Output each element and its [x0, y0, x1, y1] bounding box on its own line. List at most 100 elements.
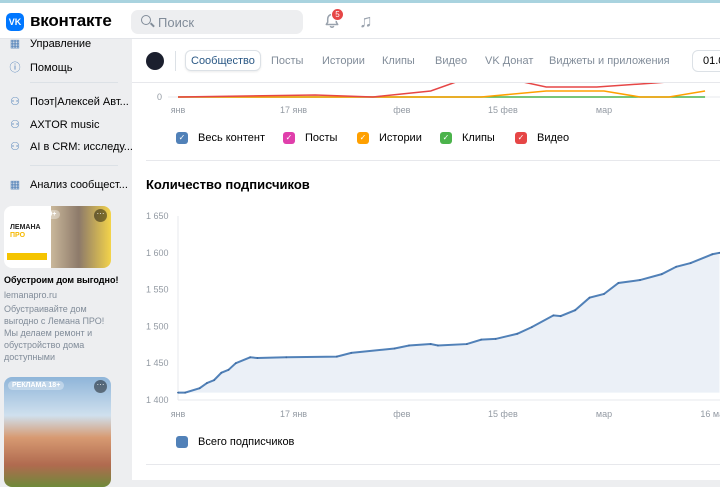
community-avatar[interactable]	[146, 52, 164, 70]
legend-video[interactable]: ✓ Видео	[515, 132, 569, 144]
data-point	[588, 296, 591, 299]
sidebar-item-help[interactable]: ⓘ Помощь	[8, 59, 73, 75]
ad-image-buildings[interactable]: РЕКЛАМА 18+ ···	[4, 377, 111, 487]
group-icon: ⚇	[10, 96, 20, 108]
group-icon: ⚇	[10, 141, 20, 153]
search-input[interactable]: Поиск	[131, 10, 303, 34]
tab-widgets[interactable]: Виджеты и приложения	[549, 55, 670, 67]
sidebar-item-label: AI в CRM: исследу...	[30, 141, 133, 153]
tab-posts[interactable]: Посты	[271, 55, 304, 67]
ad-image-lemana[interactable]: ЛЕМАНА ПРО РЕКЛАМА 0+ ···	[4, 206, 111, 268]
x-tick-label: 15 фев	[488, 409, 518, 419]
sidebar-item-app[interactable]: ▦ Анализ сообщест...	[8, 178, 128, 191]
data-point	[198, 387, 201, 390]
series-area	[178, 252, 720, 393]
data-point	[689, 262, 692, 265]
data-point	[559, 315, 562, 317]
x-tick-label: 17 янв	[280, 409, 307, 419]
checkbox-icon: ✓	[176, 132, 188, 144]
tab-video[interactable]: Видео	[435, 55, 468, 67]
legend-all-content[interactable]: ✓ Весь контент	[176, 132, 265, 144]
stats-tabs: Сообщество Посты Истории Клипы Видео VK …	[132, 39, 720, 83]
music-icon[interactable]: ♫	[359, 11, 373, 31]
legend-stories[interactable]: ✓ Истории	[357, 132, 422, 144]
checkbox-icon: ✓	[440, 132, 452, 144]
x-tick-label: мар	[596, 409, 612, 419]
legend-label: Клипы	[462, 132, 495, 144]
data-point	[711, 253, 714, 256]
divider	[146, 464, 720, 465]
x-tick-label: 15 фев	[488, 105, 518, 115]
series-line-Истории	[178, 90, 706, 98]
checkbox-icon: ✓	[515, 132, 527, 144]
x-tick-label: янв	[171, 105, 186, 115]
sidebar-item-group[interactable]: ⚇ AXTOR music	[8, 118, 99, 131]
ad-banner-strip	[7, 253, 47, 260]
divider	[30, 165, 118, 166]
tab-vk-donut[interactable]: VK Донат	[485, 55, 534, 67]
grid-icon: ▦	[9, 179, 21, 191]
data-point	[205, 382, 208, 384]
data-point	[256, 357, 259, 359]
data-point	[437, 344, 439, 347]
y-tick-label: 1 600	[146, 248, 169, 258]
search-placeholder: Поиск	[158, 15, 195, 30]
x-tick-label: 17 янв	[280, 105, 307, 115]
sidebar-item-group[interactable]: ⚇ Поэт|Алексей Авт...	[8, 95, 129, 108]
group-icon: ⚇	[10, 119, 20, 131]
date-range-input[interactable]: 01.0	[692, 50, 720, 72]
data-point	[213, 379, 215, 382]
y-tick-label: 1 400	[146, 395, 169, 405]
more-icon[interactable]: ···	[94, 380, 107, 393]
checkbox-icon: ✓	[357, 132, 369, 144]
x-tick-label: янв	[171, 409, 186, 419]
divider	[30, 82, 118, 83]
data-point	[574, 309, 576, 312]
data-point	[660, 273, 663, 276]
more-icon[interactable]: ···	[94, 209, 107, 222]
x-tick-label: мар	[596, 105, 612, 115]
grid-icon: ▦	[9, 38, 21, 50]
tab-stories[interactable]: Истории	[322, 55, 365, 67]
sidebar-item-label: Анализ сообщест...	[30, 179, 128, 191]
checkbox-icon: ✓	[283, 132, 295, 144]
ad-label: РЕКЛАМА 18+	[8, 381, 65, 390]
data-point	[530, 326, 533, 329]
brand-name[interactable]: вконтакте	[30, 11, 112, 30]
data-point	[249, 356, 252, 359]
chart-title: Количество подписчиков	[146, 177, 310, 192]
sidebar-item-label: Помощь	[30, 62, 73, 74]
data-point	[393, 347, 396, 350]
ad-brand-logo: ЛЕМАНА ПРО	[10, 224, 41, 239]
y-tick-label: 1 550	[146, 285, 169, 295]
data-point	[350, 351, 353, 354]
search-icon	[141, 15, 151, 25]
tab-community[interactable]: Сообщество	[185, 50, 261, 71]
data-point	[184, 391, 187, 394]
ad-title[interactable]: Обустроим дом выгодно!	[4, 275, 119, 285]
y-tick-label: 0	[157, 92, 162, 102]
series-line-subscribers	[178, 251, 720, 394]
header: VK вконтакте Поиск 5 ♫	[0, 3, 720, 39]
legend-posts[interactable]: ✓ Посты	[283, 132, 337, 144]
legend-clips[interactable]: ✓ Клипы	[440, 132, 495, 144]
data-point	[220, 371, 223, 374]
tab-clips[interactable]: Клипы	[382, 55, 415, 67]
y-tick-label: 1 500	[146, 321, 169, 331]
legend-subscribers[interactable]: Всего подписчиков	[176, 436, 294, 448]
x-tick-label: 16 ма	[700, 409, 720, 419]
stats-content: 0 янв 17 янв фев 15 фев мар 1 400 1 450 1 500 1 5…	[132, 39, 720, 480]
legend-label: Истории	[379, 132, 422, 144]
sidebar-item-label: Управление	[30, 38, 92, 50]
data-point	[516, 332, 519, 335]
sidebar-item-manage[interactable]: ▦ Управление	[8, 37, 91, 50]
data-point	[465, 343, 468, 345]
ad-domain[interactable]: lemanapro.ru	[4, 290, 58, 300]
ad-text: Обустраивайте дом выгодно с Лемана ПРО! …	[4, 304, 105, 362]
vk-logo-icon[interactable]: VK	[6, 13, 24, 31]
data-point	[408, 344, 410, 347]
sidebar-item-group[interactable]: ⚇ AI в CRM: исследу...	[8, 140, 133, 153]
window-top-border	[0, 0, 720, 3]
ad-label: РЕКЛАМА 0+	[8, 210, 61, 219]
data-point	[234, 362, 237, 365]
